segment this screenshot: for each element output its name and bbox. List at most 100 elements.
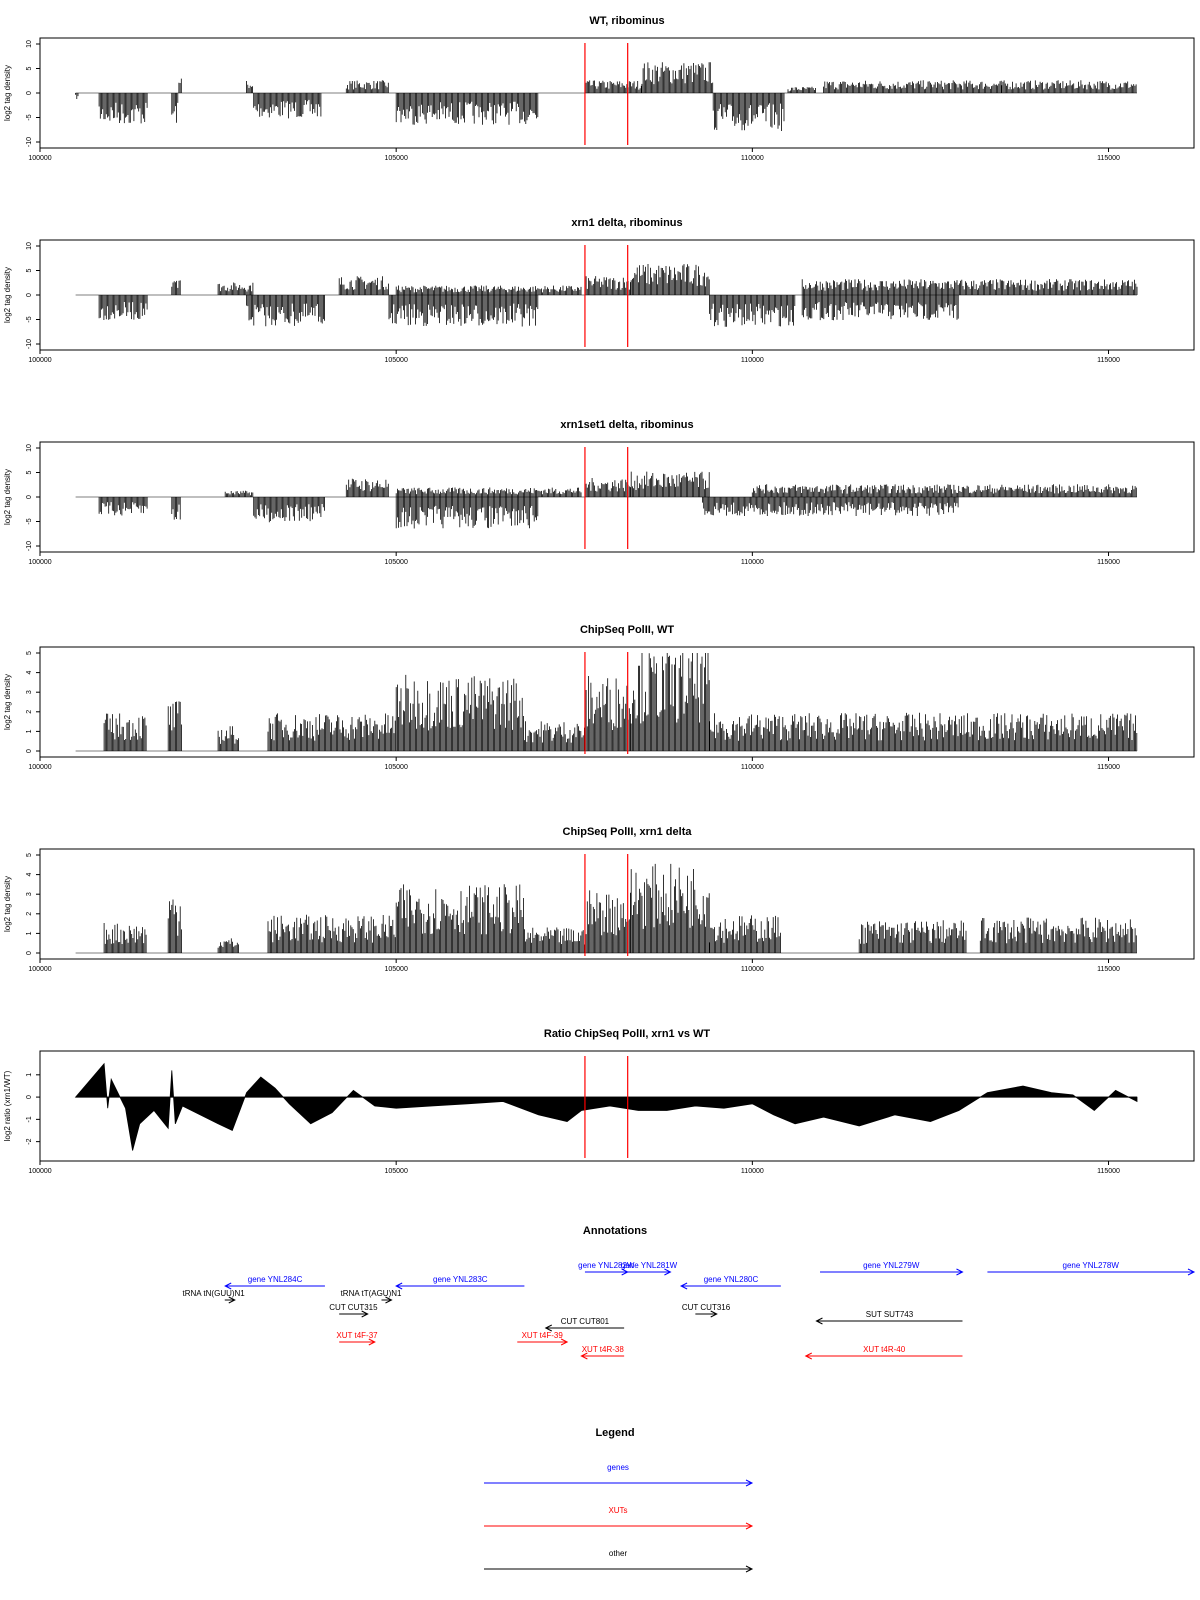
y-axis-label: log2 tag density xyxy=(3,65,12,121)
arrow-head xyxy=(804,1352,812,1360)
y-tick-label: 10 xyxy=(26,444,33,452)
annotation-feature: gene YNL284C xyxy=(224,1275,325,1290)
panel-title: Ratio ChipSeq PolII, xrn1 vs WT xyxy=(544,1028,711,1040)
annotation-feature: gene YNL278W xyxy=(987,1261,1196,1276)
arrow-head xyxy=(710,1310,718,1318)
panel-title: ChipSeq PolII, WT xyxy=(580,624,674,636)
y-tick-label: 4 xyxy=(26,671,33,675)
y-tick-label: 5 xyxy=(26,66,33,70)
y-axis-label: log2 ratio (xrn1/WT) xyxy=(3,1070,12,1141)
legend-label: other xyxy=(609,1549,628,1558)
legend-title: Legend xyxy=(595,1427,634,1439)
x-tick-label: 105000 xyxy=(384,1168,407,1175)
density-bars xyxy=(103,653,1138,751)
panel-title: xrn1 delta, ribominus xyxy=(571,217,682,229)
y-tick-label: -10 xyxy=(26,339,33,349)
x-tick-label: 110000 xyxy=(741,1168,764,1175)
arrow-head xyxy=(679,1282,688,1290)
annotation-label: XUT t4F-39 xyxy=(522,1331,564,1340)
y-tick-label: 5 xyxy=(26,470,33,474)
arrow-head xyxy=(385,1296,393,1304)
y-tick-label: 0 xyxy=(26,1095,33,1099)
annotation-label: CUT CUT316 xyxy=(682,1303,731,1312)
legend-item: other xyxy=(484,1549,754,1573)
panel-title: ChipSeq PolII, xrn1 delta xyxy=(563,826,693,838)
annotation-label: XUT t4R-40 xyxy=(863,1345,906,1354)
panel-title: xrn1set1 delta, ribominus xyxy=(560,419,693,431)
density-bars xyxy=(103,863,1137,953)
x-tick-label: 110000 xyxy=(741,559,764,566)
x-tick-label: 115000 xyxy=(1097,357,1120,364)
y-axis-label: log2 tag density xyxy=(3,876,12,932)
legend-item: XUTs xyxy=(484,1506,754,1530)
chart-panel: WT, ribominus log2 tag density -10 -5 0 5 10 10… xyxy=(3,15,1195,162)
legend-items: genes XUTs other xyxy=(484,1463,754,1573)
x-tick-label: 105000 xyxy=(384,155,407,162)
arrow-head xyxy=(368,1338,376,1346)
arrow-head xyxy=(395,1282,403,1290)
annotation-feature: XUT t4R-38 xyxy=(580,1345,625,1360)
annotation-feature: CUT CUT315 xyxy=(329,1303,378,1318)
annotation-feature: tRNA tN(GUU)N1 xyxy=(183,1289,246,1304)
x-tick-label: 100000 xyxy=(28,1168,51,1175)
y-tick-label: 3 xyxy=(26,690,33,694)
y-tick-label: 2 xyxy=(26,912,33,916)
annotation-label: XUT t4R-38 xyxy=(582,1345,625,1354)
y-tick-label: 5 xyxy=(26,268,33,272)
arrow-head xyxy=(580,1352,588,1360)
annotation-feature: gene YNL281W xyxy=(621,1261,678,1276)
y-tick-label: 1 xyxy=(26,931,33,935)
density-bars xyxy=(98,264,1138,327)
y-tick-label: 5 xyxy=(26,651,33,655)
arrow-head xyxy=(361,1310,369,1318)
x-tick-label: 100000 xyxy=(28,155,51,162)
y-tick-label: 1 xyxy=(26,1073,33,1077)
x-tick-label: 100000 xyxy=(28,966,51,973)
arrow-head xyxy=(544,1324,552,1332)
annotation-feature: gene YNL283C xyxy=(395,1275,525,1290)
density-bars xyxy=(75,62,1137,131)
chart-panel: ChipSeq PolII, xrn1 delta log2 tag densit… xyxy=(3,826,1195,973)
arrow-head xyxy=(228,1296,236,1304)
arrow-head xyxy=(745,1565,754,1573)
arrow-head xyxy=(815,1317,823,1325)
density-bars xyxy=(98,471,1137,529)
annotation-label: gene YNL281W xyxy=(621,1261,678,1270)
y-axis-label: log2 tag density xyxy=(3,674,12,730)
y-tick-label: 1 xyxy=(26,729,33,733)
y-tick-label: -10 xyxy=(26,541,33,551)
y-tick-label: 10 xyxy=(26,40,33,48)
annotation-label: CUT CUT801 xyxy=(561,1317,610,1326)
x-tick-label: 100000 xyxy=(28,357,51,364)
arrow-head xyxy=(1187,1268,1196,1276)
legend-item: genes xyxy=(484,1463,754,1487)
y-tick-label: 0 xyxy=(26,91,33,95)
annotation-feature: gene YNL282W xyxy=(578,1261,635,1276)
annotation-label: XUT t4F-37 xyxy=(336,1331,378,1340)
arrow-head xyxy=(745,1479,754,1487)
arrow-head xyxy=(664,1268,672,1276)
y-tick-label: -1 xyxy=(26,1116,33,1122)
legend-label: XUTs xyxy=(608,1506,627,1515)
y-tick-label: 0 xyxy=(26,951,33,955)
arrow-head xyxy=(560,1338,569,1346)
arrow-head xyxy=(745,1522,754,1530)
y-tick-label: 4 xyxy=(26,873,33,877)
annotation-label: tRNA tN(GUU)N1 xyxy=(183,1289,246,1298)
chart-panel: xrn1set1 delta, ribominus log2 tag densit… xyxy=(3,419,1195,566)
y-tick-label: 0 xyxy=(26,495,33,499)
x-tick-label: 115000 xyxy=(1097,966,1120,973)
annotation-label: gene YNL279W xyxy=(863,1261,920,1270)
panel-title: WT, ribominus xyxy=(589,15,664,27)
x-tick-label: 115000 xyxy=(1097,559,1120,566)
x-tick-label: 110000 xyxy=(741,764,764,771)
x-tick-label: 105000 xyxy=(384,966,407,973)
y-tick-label: 0 xyxy=(26,749,33,753)
annotation-label: tRNA tT(AGU)N1 xyxy=(341,1289,402,1298)
x-tick-label: 110000 xyxy=(741,357,764,364)
annotations-title: Annotations xyxy=(583,1225,647,1237)
y-axis-label: log2 tag density xyxy=(3,267,12,323)
x-tick-label: 110000 xyxy=(741,155,764,162)
